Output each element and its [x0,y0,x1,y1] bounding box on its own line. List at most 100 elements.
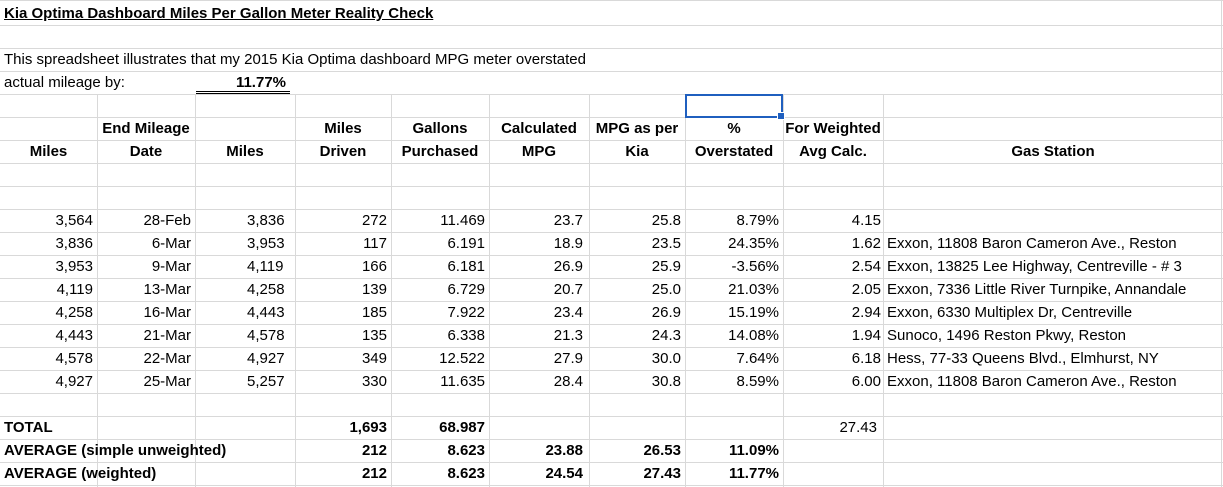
header-gallons-top: Gallons [412,120,468,137]
row-1-calculated-mpg[interactable]: 23.7 [553,212,583,229]
row-6-gas-station[interactable]: Sunoco, 1496 Reston Pkwy, Reston [887,327,1127,344]
row-3-kia-mpg[interactable]: 25.9 [651,258,681,275]
row-2-percent-overstated[interactable]: 24.35% [728,235,779,252]
row-2-miles-driven[interactable]: 117 [363,235,387,252]
row-5-start-miles[interactable]: 4,258 [55,304,93,321]
row-5-kia-mpg[interactable]: 26.9 [651,304,681,321]
fill-handle[interactable] [777,112,785,120]
simple-average-percent[interactable]: 11.09% [728,442,779,459]
row-5-miles-driven[interactable]: 185 [361,304,387,321]
row-6-end-miles[interactable]: 4,578 [247,327,285,344]
row-3-date[interactable]: 9-Mar [151,258,191,275]
row-6-kia-mpg[interactable]: 24.3 [651,327,681,344]
total-weighted-calc[interactable]: 27.43 [839,419,877,436]
row-8-miles-driven[interactable]: 330 [361,373,387,390]
weighted-average-label: AVERAGE (weighted) [4,465,157,482]
row-5-gas-station[interactable]: Exxon, 6330 Multiplex Dr, Centreville [887,304,1133,321]
row-4-percent-overstated[interactable]: 21.03% [728,281,779,298]
row-3-end-miles[interactable]: 4,119 [247,258,284,275]
weighted-average-gallons[interactable]: 8.623 [447,465,485,482]
simple-average-gallons[interactable]: 8.623 [447,442,485,459]
row-1-start-miles[interactable]: 3,564 [55,212,93,229]
row-5-gallons-purchased[interactable]: 7.922 [447,304,485,321]
weighted-average-mpg[interactable]: 24.54 [545,465,583,482]
row-2-weighted-avg-calc[interactable]: 1.62 [851,235,881,252]
row-6-weighted-avg-calc[interactable]: 1.94 [851,327,881,344]
row-6-calculated-mpg[interactable]: 21.3 [553,327,583,344]
row-6-percent-overstated[interactable]: 14.08% [728,327,779,344]
row-3-gallons-purchased[interactable]: 6.181 [447,258,485,275]
row-7-weighted-avg-calc[interactable]: 6.18 [851,350,881,367]
row-4-miles-driven[interactable]: 139 [361,281,387,298]
row-5-date[interactable]: 16-Mar [143,304,191,321]
row-3-miles-driven[interactable]: 166 [361,258,387,275]
row-8-calculated-mpg[interactable]: 28.4 [553,373,583,390]
simple-average-kia[interactable]: 26.53 [643,442,681,459]
row-2-calculated-mpg[interactable]: 18.9 [553,235,583,252]
row-7-gas-station[interactable]: Hess, 77-33 Queens Blvd., Elmhurst, NY [887,350,1159,367]
row-2-kia-mpg[interactable]: 23.5 [651,235,681,252]
row-5-percent-overstated[interactable]: 15.19% [728,304,779,321]
row-4-end-miles[interactable]: 4,258 [247,281,285,298]
total-miles-driven[interactable]: 1,693 [349,419,387,436]
row-2-gallons-purchased[interactable]: 6.191 [447,235,485,252]
active-cell-selection[interactable] [685,94,785,120]
row-6-start-miles[interactable]: 4,443 [55,327,93,344]
row-8-end-miles[interactable]: 5,257 [247,373,285,390]
row-7-gallons-purchased[interactable]: 12.522 [439,350,485,367]
row-6-gallons-purchased[interactable]: 6.338 [447,327,485,344]
row-4-gallons-purchased[interactable]: 6.729 [447,281,485,298]
row-3-percent-overstated[interactable]: -3.56% [731,258,779,275]
row-7-kia-mpg[interactable]: 30.0 [651,350,681,367]
row-3-gas-station[interactable]: Exxon, 13825 Lee Highway, Centreville - … [887,258,1182,275]
row-8-kia-mpg[interactable]: 30.8 [651,373,681,390]
row-7-end-miles[interactable]: 4,927 [247,350,285,367]
row-1-date[interactable]: 28-Feb [143,212,191,229]
row-8-gallons-purchased[interactable]: 11.635 [440,373,485,390]
weighted-average-miles-driven[interactable]: 212 [361,465,387,482]
header-start-miles: Miles [29,143,68,160]
row-4-weighted-avg-calc[interactable]: 2.05 [851,281,881,298]
row-5-calculated-mpg[interactable]: 23.4 [553,304,583,321]
row-2-gas-station[interactable]: Exxon, 11808 Baron Cameron Ave., Reston [887,235,1177,252]
row-1-miles-driven[interactable]: 272 [361,212,387,229]
row-4-gas-station[interactable]: Exxon, 7336 Little River Turnpike, Annan… [887,281,1187,298]
row-7-date[interactable]: 22-Mar [143,350,191,367]
row-4-kia-mpg[interactable]: 25.0 [651,281,681,298]
row-2-date[interactable]: 6-Mar [151,235,191,252]
row-4-date[interactable]: 13-Mar [143,281,191,298]
row-8-percent-overstated[interactable]: 8.59% [736,373,779,390]
row-1-end-miles[interactable]: 3,836 [247,212,285,229]
row-6-date[interactable]: 21-Mar [143,327,191,344]
row-3-weighted-avg-calc[interactable]: 2.54 [851,258,881,275]
row-6-miles-driven[interactable]: 135 [361,327,387,344]
row-8-weighted-avg-calc[interactable]: 6.00 [851,373,881,390]
row-8-date[interactable]: 25-Mar [143,373,191,390]
row-1-kia-mpg[interactable]: 25.8 [651,212,681,229]
row-5-weighted-avg-calc[interactable]: 2.94 [851,304,881,321]
row-3-start-miles[interactable]: 3,953 [55,258,93,275]
intro-line-2: actual mileage by: [4,74,125,91]
row-7-miles-driven[interactable]: 349 [361,350,387,367]
row-3-calculated-mpg[interactable]: 26.9 [553,258,583,275]
row-1-weighted-avg-calc[interactable]: 4.15 [851,212,881,229]
total-gallons[interactable]: 68.987 [439,419,485,436]
row-4-start-miles[interactable]: 4,119 [56,281,93,298]
row-7-percent-overstated[interactable]: 7.64% [736,350,779,367]
simple-average-mpg[interactable]: 23.88 [545,442,583,459]
row-2-start-miles[interactable]: 3,836 [55,235,93,252]
weighted-average-kia[interactable]: 27.43 [643,465,681,482]
row-7-calculated-mpg[interactable]: 27.9 [553,350,583,367]
row-1-percent-overstated[interactable]: 8.79% [736,212,779,229]
simple-average-miles-driven[interactable]: 212 [361,442,387,459]
weighted-average-percent[interactable]: 11.77% [728,465,779,482]
row-8-gas-station[interactable]: Exxon, 11808 Baron Cameron Ave., Reston [887,373,1177,390]
row-5-end-miles[interactable]: 4,443 [247,304,285,321]
overstated-percentage-cell[interactable]: 11.77% [196,71,290,94]
header-percent-top: % [727,120,741,137]
row-2-end-miles[interactable]: 3,953 [247,235,285,252]
row-7-start-miles[interactable]: 4,578 [55,350,93,367]
row-8-start-miles[interactable]: 4,927 [55,373,93,390]
row-1-gallons-purchased[interactable]: 11.469 [440,212,485,229]
row-4-calculated-mpg[interactable]: 20.7 [553,281,583,298]
